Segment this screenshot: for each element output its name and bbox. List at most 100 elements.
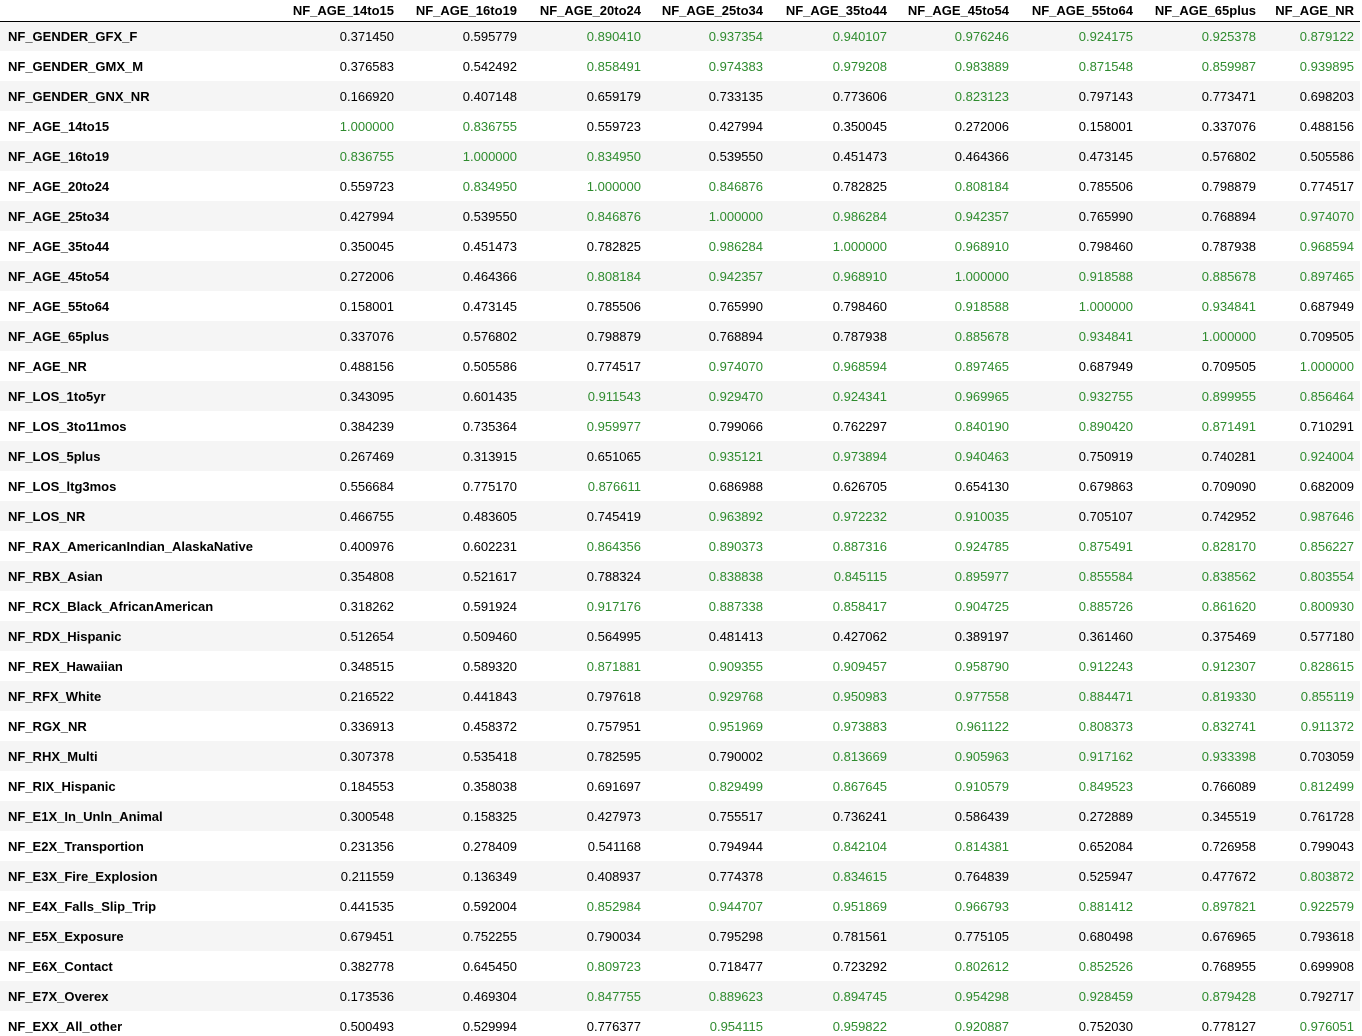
row-label: NF_LOS_1to5yr: [8, 388, 106, 404]
table-cell: 0.846876: [586, 208, 641, 224]
table-cell: 0.158325: [462, 808, 517, 824]
table-cell: 0.909355: [708, 658, 763, 674]
row-label: NF_E5X_Exposure: [8, 928, 124, 944]
table-cell: 0.905963: [954, 748, 1009, 764]
table-row: NF_AGE_45to54 0.272006 0.464366 0.808184 0.9…: [0, 261, 1360, 291]
table-cell: 0.211559: [340, 868, 394, 884]
row-label: NF_EXX_All_other: [8, 1018, 123, 1034]
table-cell: 0.272006: [954, 118, 1009, 134]
row-label: NF_AGE_65plus: [8, 328, 110, 344]
table-cell: 0.950983: [832, 688, 887, 704]
table-cell: 0.782595: [586, 748, 641, 764]
index-header-cell: [0, 0, 280, 22]
table-cell: 0.350045: [339, 238, 394, 254]
table-cell: 0.313915: [462, 448, 517, 464]
table-cell: 0.846876: [708, 178, 763, 194]
table-cell: 0.803554: [1299, 568, 1354, 584]
table-cell: 0.829499: [708, 778, 763, 794]
column-header: NF_AGE_35to44: [769, 0, 893, 22]
table-cell: 0.679451: [339, 928, 394, 944]
row-label: NF_E6X_Contact: [8, 958, 113, 974]
row-label: NF_RCX_Black_AfricanAmerican: [8, 598, 214, 614]
table-cell: 0.790034: [586, 928, 641, 944]
table-cell: 0.595779: [462, 28, 517, 44]
table-cell: 0.698203: [1299, 88, 1354, 104]
table-cell: 0.794944: [708, 838, 763, 854]
table-cell: 0.871881: [586, 658, 641, 674]
table-cell: 0.774517: [586, 358, 641, 374]
table-cell: 0.828615: [1299, 658, 1354, 674]
row-label: NF_RFX_White: [8, 688, 102, 704]
table-cell: 0.808373: [1078, 718, 1133, 734]
table-cell: 0.774517: [1299, 178, 1354, 194]
table-cell: 0.912307: [1201, 658, 1256, 674]
table-cell: 0.942357: [954, 208, 1009, 224]
table-cell: 0.389197: [954, 628, 1009, 644]
table-cell: 0.529994: [462, 1018, 517, 1034]
table-cell: 0.742952: [1201, 508, 1256, 524]
table-cell: 0.942357: [708, 268, 763, 284]
table-cell: 0.686988: [708, 478, 763, 494]
table-cell: 0.458372: [462, 718, 517, 734]
table-cell: 0.849523: [1078, 778, 1133, 794]
table-cell: 0.834615: [832, 868, 887, 884]
table-cell: 0.441535: [339, 898, 394, 914]
column-header: NF_AGE_NR: [1262, 0, 1360, 22]
table-cell: 0.773606: [832, 88, 887, 104]
table-cell: 0.500493: [339, 1018, 394, 1034]
table-cell: 0.793618: [1299, 928, 1354, 944]
table-cell: 0.879122: [1299, 28, 1354, 44]
table-cell: 0.924785: [954, 538, 1009, 554]
table-cell: 0.350045: [832, 118, 887, 134]
table-cell: 0.879428: [1201, 988, 1256, 1004]
table-cell: 0.542492: [462, 58, 517, 74]
row-label: NF_REX_Hawaiian: [8, 658, 123, 674]
table-cell: 0.361460: [1078, 628, 1133, 644]
table-cell: 0.726958: [1201, 838, 1256, 854]
table-cell: 0.885678: [1201, 268, 1256, 284]
table-cell: 0.924175: [1078, 28, 1133, 44]
table-cell: 0.483605: [462, 508, 517, 524]
table-cell: 0.968594: [832, 358, 887, 374]
table-cell: 0.136349: [462, 868, 517, 884]
table-cell: 0.709505: [1201, 358, 1256, 374]
table-cell: 0.427994: [339, 208, 394, 224]
table-row: NF_RFX_White 0.216522 0.441843 0.797618 0.92…: [0, 681, 1360, 711]
table-row: NF_RCX_Black_AfricanAmerican 0.318262 0.59…: [0, 591, 1360, 621]
table-cell: 0.889623: [708, 988, 763, 1004]
table-cell: 0.929768: [708, 688, 763, 704]
table-cell: 0.427973: [586, 808, 641, 824]
table-cell: 0.966793: [954, 898, 1009, 914]
table-cell: 0.768894: [708, 328, 763, 344]
table-cell: 0.856464: [1299, 388, 1354, 404]
table-cell: 0.735364: [462, 418, 517, 434]
table-cell: 0.755517: [708, 808, 763, 824]
table-cell: 0.925378: [1201, 28, 1256, 44]
table-cell: 0.871548: [1078, 58, 1133, 74]
table-cell: 0.764839: [954, 868, 1009, 884]
table-cell: 0.166920: [339, 88, 394, 104]
table-cell: 0.968910: [954, 238, 1009, 254]
table-cell: 0.782825: [832, 178, 887, 194]
table-cell: 0.709090: [1201, 478, 1256, 494]
table-cell: 1.000000: [339, 118, 394, 134]
table-cell: 0.836755: [462, 118, 517, 134]
table-cell: 0.626705: [832, 478, 887, 494]
table-cell: 0.441843: [462, 688, 517, 704]
row-label: NF_LOS_ltg3mos: [8, 478, 117, 494]
table-cell: 0.951969: [708, 718, 763, 734]
table-row: NF_E3X_Fire_Explosion 0.211559 0.136349 0.4…: [0, 861, 1360, 891]
table-cell: 0.216522: [339, 688, 394, 704]
table-cell: 0.564995: [586, 628, 641, 644]
table-cell: 0.541168: [587, 838, 641, 854]
table-cell: 0.861620: [1201, 598, 1256, 614]
table-cell: 0.954298: [954, 988, 1009, 1004]
table-cell: 0.787938: [832, 328, 887, 344]
table-cell: 1.000000: [586, 178, 641, 194]
table-cell: 0.464366: [954, 148, 1009, 164]
table-cell: 0.602231: [462, 538, 517, 554]
table-header: NF_AGE_14to15 NF_AGE_16to19 NF_AGE_20to24 N…: [0, 0, 1360, 22]
row-label: NF_AGE_45to54: [8, 268, 110, 284]
